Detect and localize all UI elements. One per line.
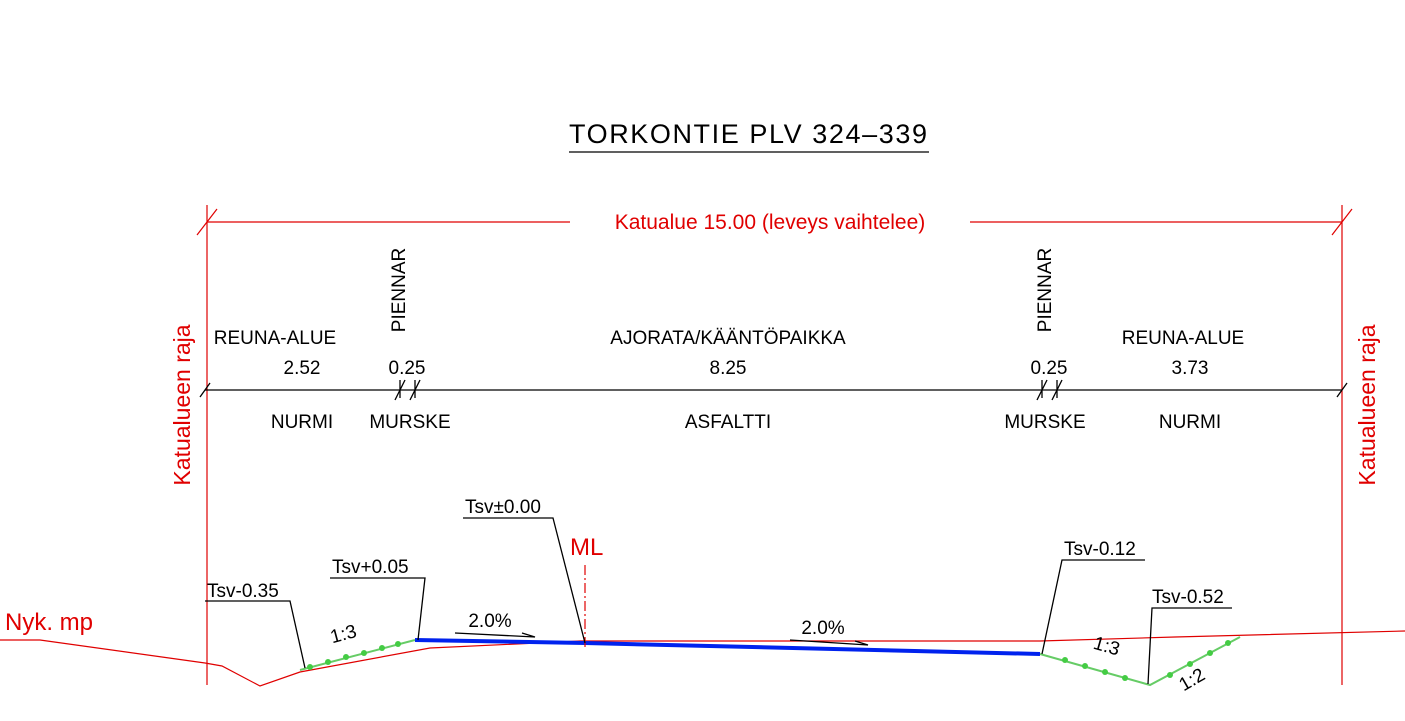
grass-symbols <box>307 640 1231 681</box>
section-width: 0.25 <box>1031 358 1068 379</box>
slope-arrow <box>454 632 536 638</box>
section-width: 3.73 <box>1172 358 1209 379</box>
side-slope: 1:3 <box>328 621 359 648</box>
title: TORKONTIE PLV 324–339 <box>569 119 927 149</box>
section-material: ASFALTTI <box>685 412 771 433</box>
section-name: REUNA-ALUE <box>214 328 336 349</box>
road-surface <box>414 638 1041 656</box>
centerline-label: ML <box>570 534 603 561</box>
leader <box>1041 559 1145 655</box>
section-material: NURMI <box>1159 412 1221 433</box>
existing-ground-label: Nyk. mp <box>5 609 93 636</box>
section-width: 0.25 <box>389 358 426 379</box>
level: Tsv-0.12 <box>1064 539 1136 560</box>
section-ticks <box>199 379 1348 401</box>
section-name: AJORATA/KÄÄNTÖPAIKKA <box>610 328 846 349</box>
side-slope: 1:3 <box>1091 633 1122 660</box>
level: Tsv+0.05 <box>332 557 409 578</box>
existing-ground <box>0 630 1405 687</box>
cross-slope: 2.0% <box>801 618 844 639</box>
leader <box>1147 607 1232 685</box>
slope-arrow <box>789 639 869 646</box>
leader <box>205 600 306 669</box>
section-name: PIENNAR <box>1035 248 1056 332</box>
section-name: PIENNAR <box>389 248 410 332</box>
section-name: REUNA-ALUE <box>1122 328 1244 349</box>
section-width: 8.25 <box>710 358 747 379</box>
section-material: MURSKE <box>1004 412 1085 433</box>
section-material: MURSKE <box>369 412 450 433</box>
leader <box>330 577 426 641</box>
level: Tsv±0.00 <box>465 497 541 518</box>
total-width: Katualue 15.00 (leveys vaihtelee) <box>615 211 926 234</box>
section-material: NURMI <box>271 412 333 433</box>
boundary-label: Katualueen raja <box>169 324 195 485</box>
level: Tsv-0.35 <box>207 581 279 602</box>
section-width: 2.52 <box>284 358 321 379</box>
cross-slope: 2.0% <box>468 611 511 632</box>
level: Tsv-0.52 <box>1152 587 1224 608</box>
grass-slope <box>1039 636 1241 687</box>
boundary-label: Katualueen raja <box>1354 324 1380 485</box>
leader <box>463 517 586 644</box>
